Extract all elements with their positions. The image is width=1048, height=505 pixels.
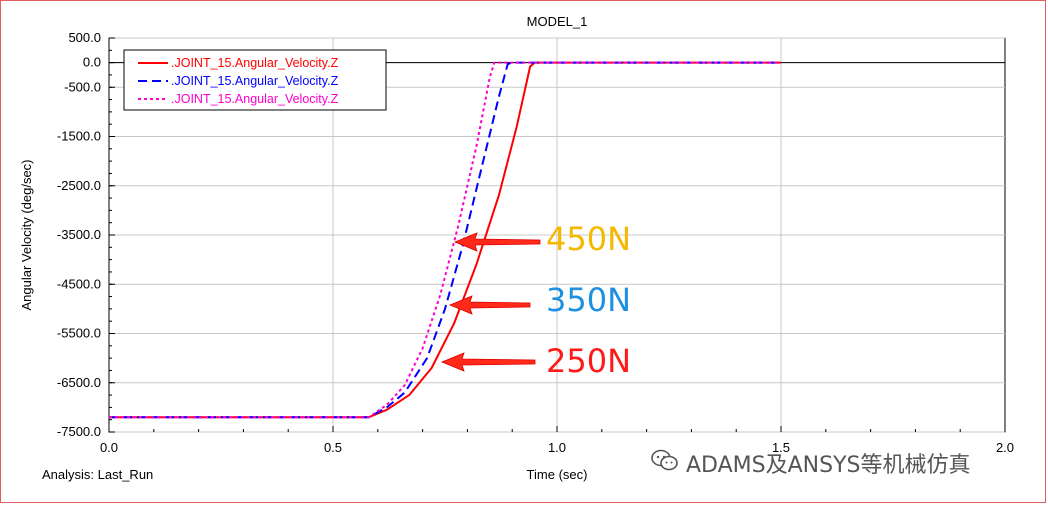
y-tick-label: -1500.0	[57, 129, 101, 144]
annotation-350n: 350N	[546, 281, 632, 319]
annotation-450n: 450N	[546, 220, 632, 258]
legend-label-3: .JOINT_15.Angular_Velocity.Z	[171, 92, 339, 106]
y-tick-label: -2500.0	[57, 178, 101, 193]
x-tick-label: 0.0	[100, 440, 118, 455]
chart-title: MODEL_1	[527, 14, 588, 29]
y-tick-label: -4500.0	[57, 276, 101, 291]
y-axis-label: Angular Velocity (deg/sec)	[19, 159, 34, 310]
y-tick-label: -6500.0	[57, 375, 101, 390]
y-tick-label: -500.0	[64, 79, 101, 94]
y-tick-label: -7500.0	[57, 424, 101, 439]
wechat-icon	[650, 448, 680, 472]
x-tick-label: 1.0	[548, 440, 566, 455]
analysis-label: Analysis: Last_Run	[42, 467, 154, 482]
x-tick-label: 1.5	[772, 440, 790, 455]
x-tick-label: 2.0	[996, 440, 1014, 455]
series-line-3	[109, 61, 781, 419]
annotation-250n: 250N	[546, 342, 632, 380]
y-tick-label: -3500.0	[57, 227, 101, 242]
y-tick-label: -5500.0	[57, 326, 101, 341]
annotation-arrow-3	[440, 352, 536, 372]
legend-label-1: .JOINT_15.Angular_Velocity.Z	[171, 56, 339, 70]
annotation-arrow-2	[448, 295, 531, 315]
annotation-arrow-1	[453, 232, 541, 252]
legend-label-2: .JOINT_15.Angular_Velocity.Z	[171, 74, 339, 88]
x-tick-label: 0.5	[324, 440, 342, 455]
watermark-text: ADAMS及ANSYS等机械仿真	[686, 453, 971, 478]
y-tick-label: 500.0	[68, 30, 101, 45]
x-axis-label: Time (sec)	[527, 467, 588, 482]
y-tick-label: 0.0	[83, 55, 101, 70]
